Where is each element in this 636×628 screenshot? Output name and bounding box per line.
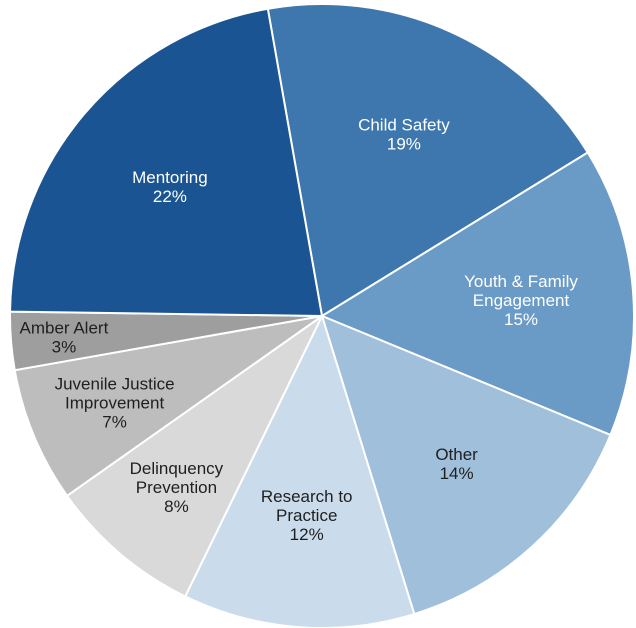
pie-category-label: Practice [276,506,337,525]
pie-slice-juvenile-justice-improvement [13,315,323,498]
pie-category-label: Engagement [473,291,570,310]
pie-value-label: 22% [153,187,187,206]
pie-value-label: 8% [164,497,189,516]
pie-category-label: Mentoring [132,168,208,187]
pie-category-label: Delinquency [130,459,224,478]
pie-label-delinquency-prevention: Delinquency Prevention 8% [130,459,224,516]
pie-category-label: Prevention [136,478,217,497]
pie-label-child-safety: Child Safety 19% [358,115,450,153]
pie-value-label: 19% [387,134,421,153]
pie-category-label: Juvenile Justice [55,374,175,393]
pie-category-label: Improvement [65,393,164,412]
pie-label-research-to-practice: Research to Practice 12% [261,487,353,544]
pie-slice-mentoring [9,7,324,318]
pie-category-label: Research to [261,487,353,506]
pie-value-label: 3% [52,337,77,356]
pie-value-label: 7% [102,412,127,431]
pie-labels: Child Safety 19%Youth & Family Engagement 1… [19,115,578,544]
pie-slice-research-to-practice [183,313,416,628]
pie-value-label: 15% [504,310,538,329]
pie-value-label: 14% [440,464,474,483]
pie-category-label: Child Safety [358,115,450,134]
pie-label-mentoring: Mentoring 22% [132,168,208,206]
pie-label-juvenile-justice-improvement: Juvenile Justice Improvement 7% [55,374,175,431]
pie-category-label: Amber Alert [19,318,108,337]
pie-value-label: 12% [290,525,324,544]
pie-label-other: Other 14% [435,445,478,483]
pie-category-label: Youth & Family [464,272,578,291]
pie-slices [9,3,635,628]
pie-slice-child-safety [266,3,590,318]
pie-slice-delinquency-prevention [65,315,323,598]
pie-slice-other [320,314,612,616]
pie-slice-youth-and-family-engagement [319,151,635,437]
pie-label-youth-and-family-engagement: Youth & Family Engagement 15% [464,272,578,329]
pie-category-label: Other [435,445,478,464]
pie-label-amber-alert: Amber Alert 3% [19,318,108,356]
